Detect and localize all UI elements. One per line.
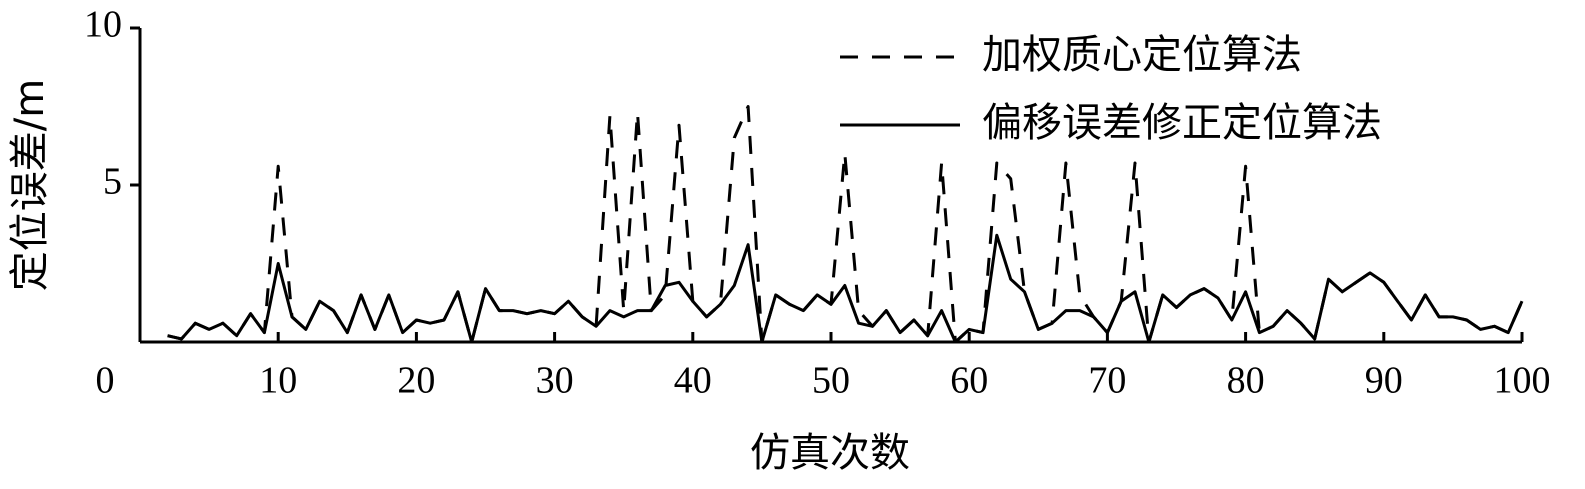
- series-line: [167, 233, 1524, 344]
- x-tick-label: 50: [812, 360, 850, 402]
- x-tick-label: 0: [96, 360, 115, 402]
- x-tick-label: 10: [259, 360, 297, 402]
- x-tick-label: 80: [1227, 360, 1265, 402]
- x-tick-label: 20: [397, 360, 435, 402]
- legend-label: 加权质心定位算法: [982, 32, 1302, 78]
- x-tick-label: 90: [1365, 360, 1403, 402]
- x-axis-label: 仿真次数: [750, 430, 910, 476]
- y-tick-label: 5: [103, 161, 122, 203]
- x-tick-label: 100: [1494, 360, 1551, 402]
- x-tick-label: 60: [950, 360, 988, 402]
- legend-label: 偏移误差修正定位算法: [982, 100, 1382, 146]
- y-tick-label: 10: [84, 4, 122, 46]
- x-tick-label: 40: [674, 360, 712, 402]
- x-tick-label: 70: [1088, 360, 1126, 402]
- x-tick-label: 30: [536, 360, 574, 402]
- y-axis-label: 定位误差/m: [7, 79, 53, 291]
